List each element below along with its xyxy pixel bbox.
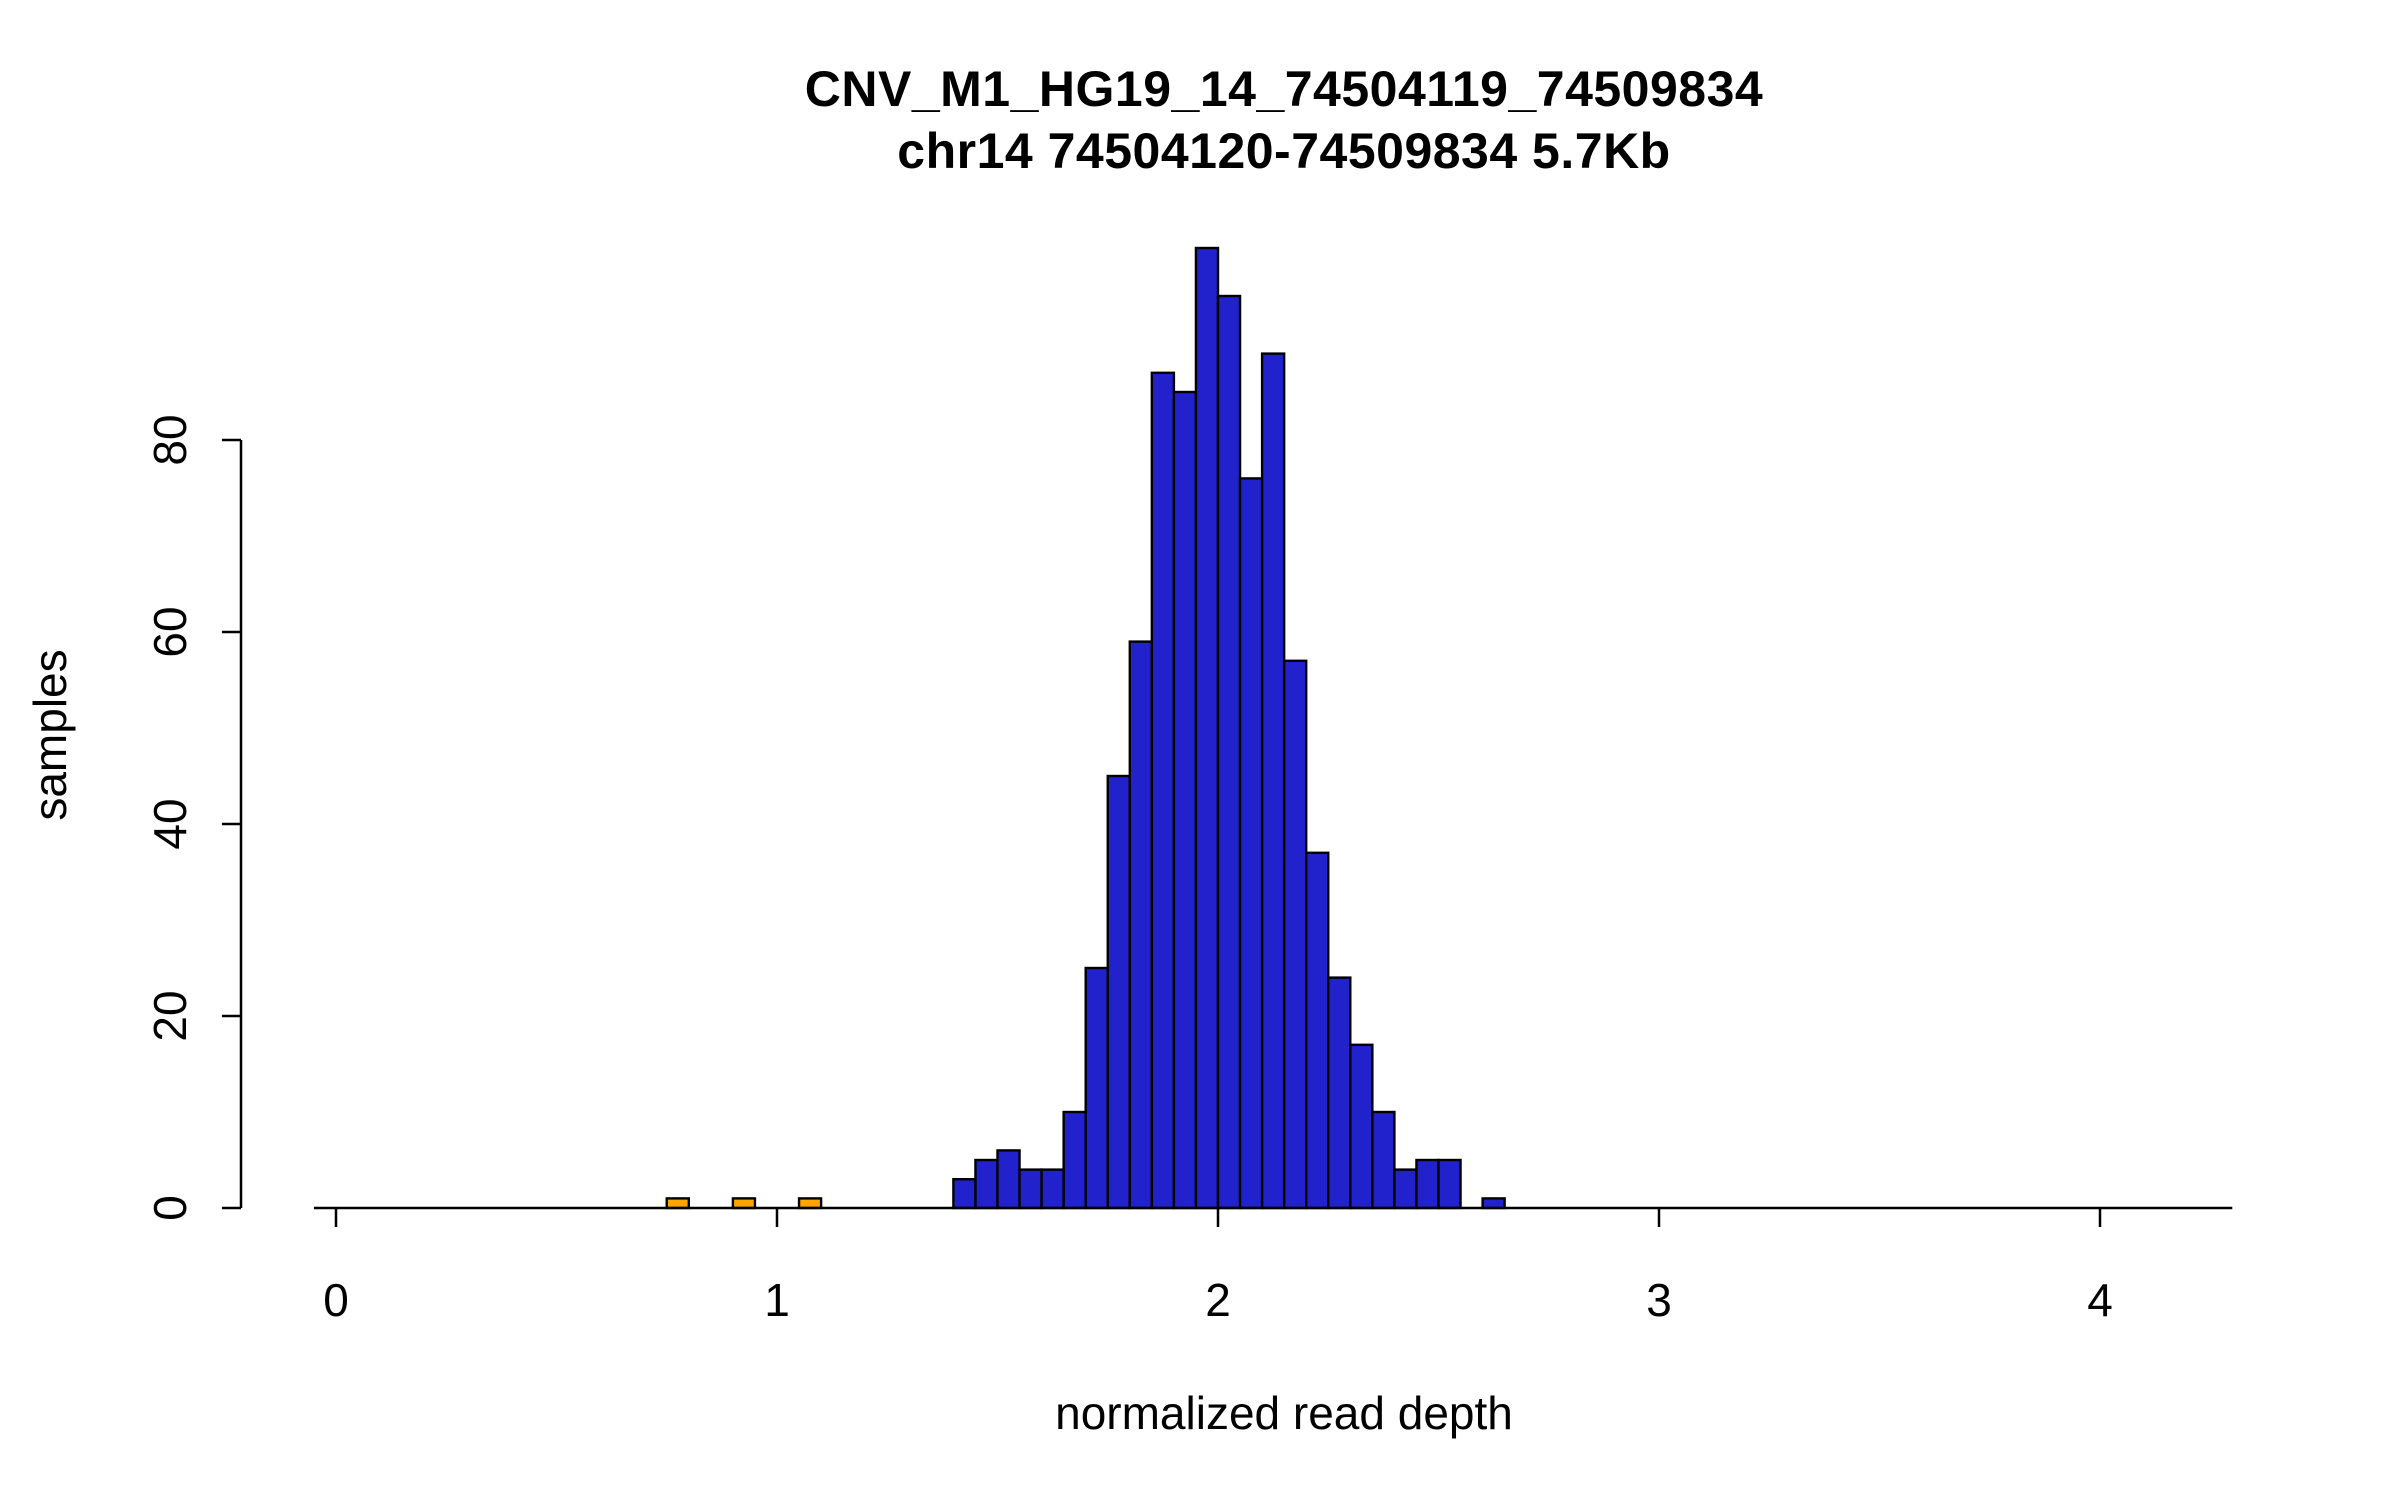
chart-title: CNV_M1_HG19_14_74504119_74509834 chr14 7… [336,58,2232,182]
histogram-bar [1238,477,1264,1210]
histogram-bar [1040,1168,1065,1210]
histogram-bar [1327,976,1352,1210]
x-axis-tick-label: 3 [1646,1274,1672,1326]
y-axis-tick-label: 20 [144,990,196,1041]
histogram-bar [1349,1043,1374,1210]
histogram-bar [1194,246,1220,1210]
y-axis-tick-label: 60 [144,606,196,657]
histogram-bar [731,1197,757,1210]
histogram-bar [1084,966,1109,1210]
histogram-bar [1393,1168,1418,1210]
histogram-bar [952,1177,977,1210]
histogram-bar [974,1158,999,1210]
histogram-bar [1437,1158,1462,1210]
histogram-bar [1371,1110,1396,1210]
histogram-bar [1106,774,1131,1210]
histogram-bar [797,1197,823,1210]
x-axis-tick-label: 1 [764,1274,790,1326]
histogram-bar [1415,1158,1440,1210]
histogram-bar [1062,1110,1087,1210]
histogram-bar [996,1149,1021,1210]
y-axis-tick-label: 0 [144,1195,196,1221]
histogram-bar [1216,294,1242,1210]
x-axis-title: normalized read depth [1055,1387,1513,1439]
y-axis-title: samples [24,649,76,821]
y-axis-tick-label: 80 [144,414,196,465]
histogram-bar [1481,1197,1506,1210]
histogram-bar [1128,640,1154,1210]
x-axis-tick-label: 0 [323,1274,349,1326]
histogram-bar [1150,371,1176,1210]
histogram-bar [1304,851,1330,1210]
histogram-bar [1018,1168,1043,1210]
chart-title-line1: CNV_M1_HG19_14_74504119_74509834 [804,61,1764,117]
y-axis-tick-label: 40 [144,798,196,849]
x-axis-tick-label: 2 [1205,1274,1231,1326]
histogram-bar [1172,390,1198,1210]
x-axis-tick-label: 4 [2087,1274,2113,1326]
chart-title-line2: chr14 74504120-74509834 5.7Kb [897,123,1671,179]
histogram-bar [1282,659,1308,1210]
histogram-bar [1260,352,1286,1210]
histogram-bar [665,1197,690,1210]
